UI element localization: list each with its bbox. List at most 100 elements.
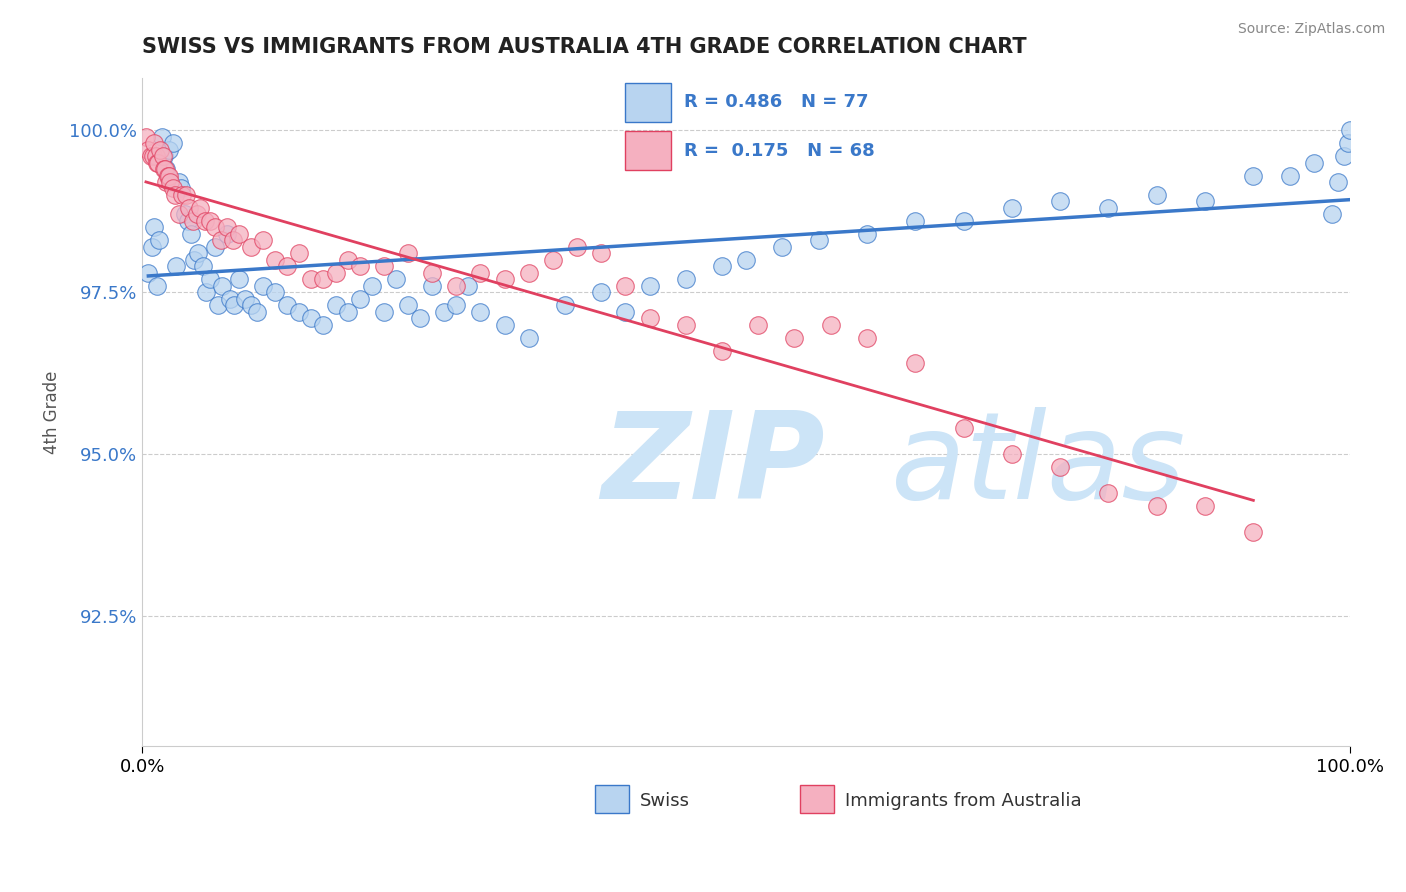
Point bbox=[312, 318, 335, 332]
Point bbox=[517, 266, 540, 280]
Point bbox=[162, 136, 184, 150]
Point bbox=[638, 278, 661, 293]
Y-axis label: 4th Grade: 4th Grade bbox=[44, 370, 60, 454]
Point bbox=[194, 214, 217, 228]
Point bbox=[141, 240, 163, 254]
Text: Source: ZipAtlas.com: Source: ZipAtlas.com bbox=[1237, 22, 1385, 37]
Point bbox=[1097, 486, 1119, 500]
Point bbox=[155, 162, 177, 177]
Point bbox=[325, 298, 347, 312]
Point bbox=[143, 136, 166, 150]
Point bbox=[240, 298, 263, 312]
Point bbox=[174, 188, 197, 202]
Point bbox=[494, 272, 516, 286]
Point bbox=[904, 214, 927, 228]
Point bbox=[163, 188, 186, 202]
Point bbox=[1001, 447, 1024, 461]
Point bbox=[1049, 460, 1071, 475]
Point bbox=[711, 343, 734, 358]
Bar bbox=[800, 785, 834, 813]
Point bbox=[470, 266, 492, 280]
Point bbox=[149, 143, 172, 157]
Point bbox=[153, 162, 176, 177]
Text: atlas: atlas bbox=[891, 407, 1187, 524]
Point bbox=[336, 304, 359, 318]
Point bbox=[155, 175, 177, 189]
Point bbox=[591, 246, 613, 260]
Point bbox=[204, 240, 226, 254]
Point bbox=[1241, 524, 1264, 539]
Point bbox=[177, 214, 200, 228]
Point bbox=[747, 318, 769, 332]
Point bbox=[155, 162, 177, 177]
Point bbox=[591, 285, 613, 300]
Point bbox=[1097, 201, 1119, 215]
Point bbox=[638, 311, 661, 326]
Text: SWISS VS IMMIGRANTS FROM AUSTRALIA 4TH GRADE CORRELATION CHART: SWISS VS IMMIGRANTS FROM AUSTRALIA 4TH G… bbox=[142, 37, 1026, 57]
Point bbox=[446, 298, 468, 312]
Point bbox=[409, 311, 432, 326]
Point bbox=[565, 240, 588, 254]
Point bbox=[195, 285, 218, 300]
Point bbox=[1049, 194, 1071, 209]
Text: ZIP: ZIP bbox=[602, 407, 825, 524]
Text: Swiss: Swiss bbox=[640, 791, 690, 810]
Point bbox=[181, 214, 204, 228]
Point bbox=[675, 272, 697, 286]
Point bbox=[541, 252, 564, 267]
Point bbox=[614, 304, 637, 318]
Point bbox=[173, 207, 195, 221]
Point bbox=[156, 169, 179, 183]
Point bbox=[952, 214, 974, 228]
Point bbox=[856, 227, 879, 241]
Point bbox=[167, 207, 190, 221]
Point bbox=[420, 266, 443, 280]
Point bbox=[183, 252, 205, 267]
Point bbox=[146, 155, 169, 169]
Text: R = 0.486   N = 77: R = 0.486 N = 77 bbox=[685, 94, 869, 112]
Point bbox=[228, 272, 250, 286]
Point bbox=[240, 240, 263, 254]
Text: Immigrants from Australia: Immigrants from Australia bbox=[845, 791, 1081, 810]
Point bbox=[807, 233, 830, 247]
Point bbox=[396, 298, 419, 312]
Point bbox=[148, 233, 170, 247]
Bar bbox=[595, 785, 628, 813]
Point bbox=[554, 298, 576, 312]
Point bbox=[288, 304, 311, 318]
Point bbox=[209, 233, 232, 247]
Point bbox=[856, 330, 879, 344]
Point bbox=[153, 149, 176, 163]
Point bbox=[312, 272, 335, 286]
Point bbox=[138, 266, 160, 280]
Point bbox=[1339, 123, 1361, 137]
Point bbox=[172, 188, 194, 202]
Point bbox=[145, 149, 167, 163]
Point bbox=[396, 246, 419, 260]
Point bbox=[349, 259, 371, 273]
Point bbox=[385, 272, 408, 286]
Point bbox=[1333, 149, 1355, 163]
Point bbox=[146, 155, 169, 169]
Point bbox=[904, 356, 927, 370]
Point bbox=[252, 278, 274, 293]
Point bbox=[167, 175, 190, 189]
Point bbox=[470, 304, 492, 318]
Point bbox=[162, 181, 184, 195]
Point bbox=[1146, 188, 1168, 202]
Point bbox=[139, 149, 162, 163]
Point bbox=[207, 298, 229, 312]
Point bbox=[457, 278, 479, 293]
Point bbox=[288, 246, 311, 260]
Point bbox=[157, 169, 180, 183]
Point bbox=[1001, 201, 1024, 215]
Point bbox=[360, 278, 382, 293]
Point bbox=[276, 298, 298, 312]
Point bbox=[191, 259, 214, 273]
Point bbox=[215, 220, 238, 235]
Point bbox=[180, 227, 202, 241]
Point bbox=[252, 233, 274, 247]
Point bbox=[1336, 136, 1358, 150]
Point bbox=[349, 292, 371, 306]
Point bbox=[1320, 207, 1343, 221]
